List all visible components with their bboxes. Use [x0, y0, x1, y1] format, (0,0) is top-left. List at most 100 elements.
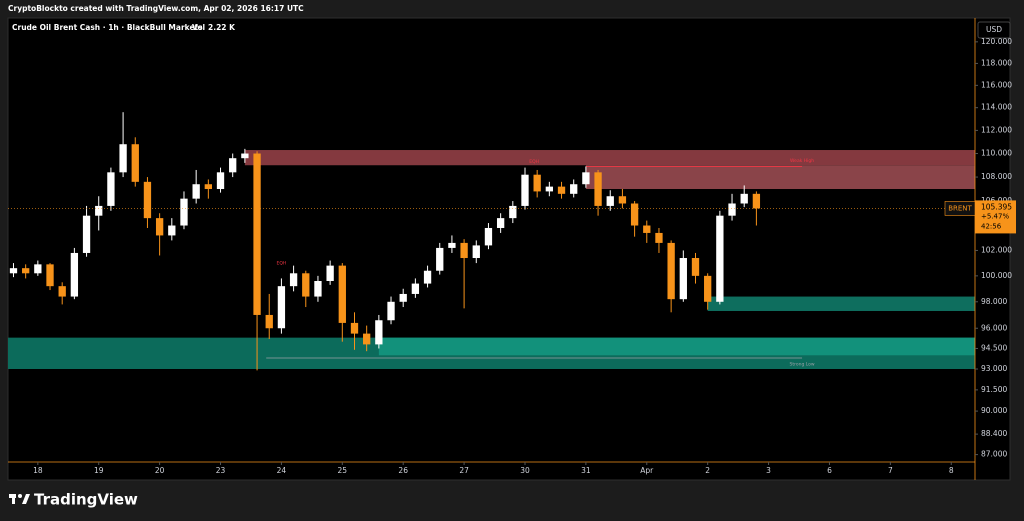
y-tick-label: 96.000 — [981, 323, 1007, 332]
candle-body — [229, 158, 237, 173]
candle-body — [34, 264, 42, 274]
symbol: BRENT — [948, 204, 972, 212]
x-tick-label: 19 — [94, 466, 104, 475]
currency-box[interactable] — [977, 21, 1011, 39]
y-tick-label: 100.000 — [981, 271, 1012, 280]
candle-body — [606, 196, 614, 206]
candle-body — [168, 225, 176, 236]
candle-body — [472, 245, 480, 259]
level-label: Strong Low — [789, 362, 814, 368]
candle-body — [643, 225, 651, 233]
candle-body — [265, 314, 273, 329]
credit: CryptoBlockto created with TradingView.c… — [8, 4, 304, 13]
y-tick-label: 94.500 — [981, 343, 1007, 352]
volume-value: 2.22 K — [208, 23, 236, 32]
candle-body — [752, 193, 761, 209]
annotation: EQH — [277, 261, 287, 267]
candle-body — [704, 275, 712, 302]
candle-body — [570, 184, 578, 194]
candle-body — [691, 258, 700, 276]
candle-body — [253, 153, 261, 315]
candle-body — [655, 232, 663, 243]
y-tick-label: 116.000 — [981, 80, 1012, 89]
zone — [244, 150, 975, 166]
x-tick-label: 18 — [33, 466, 43, 475]
candle-body — [314, 281, 322, 297]
candle-body — [594, 172, 602, 206]
candle-body — [82, 215, 91, 253]
candle-body — [155, 218, 164, 236]
x-tick-label: 24 — [277, 466, 287, 475]
annotation: EQH — [529, 159, 539, 165]
candle-body — [679, 258, 687, 300]
price-tag — [975, 200, 1016, 234]
candle-body — [289, 273, 298, 287]
logo-part — [18, 494, 22, 498]
candle-body — [582, 172, 590, 185]
y-tick-label: 118.000 — [981, 58, 1012, 67]
x-tick-label: 3 — [766, 466, 771, 475]
x-tick-label: 31 — [581, 466, 591, 475]
x-tick-label: 30 — [520, 466, 530, 475]
candle-body — [423, 270, 432, 284]
zone — [707, 296, 975, 311]
brand: TradingView — [34, 491, 138, 509]
x-tick-label: 23 — [216, 466, 226, 475]
x-tick-label: 2 — [705, 466, 710, 475]
candle-body — [496, 218, 505, 228]
candle-body — [460, 242, 468, 259]
x-tick-label: Apr — [640, 466, 654, 475]
candle-body — [557, 186, 566, 194]
candle-body — [70, 252, 79, 297]
currency[interactable]: USD — [986, 25, 1002, 34]
chart-title: Crude Oil Brent Cash · 1h · BlackBull Ma… — [12, 23, 203, 32]
candle-body — [107, 172, 115, 206]
candle-body — [216, 172, 225, 190]
candle-body — [338, 265, 346, 323]
countdown: 42:56 — [981, 222, 1002, 230]
candle-body — [95, 205, 103, 216]
candle-body — [740, 193, 748, 204]
y-tick-label: 120.000 — [981, 37, 1012, 46]
candle-body — [509, 205, 517, 219]
candle-body — [436, 247, 444, 271]
candle-body — [630, 203, 639, 226]
x-tick-label: 20 — [155, 466, 165, 475]
x-tick-label: 26 — [398, 466, 408, 475]
y-tick-label: 110.000 — [981, 149, 1012, 158]
x-tick-label: 25 — [338, 466, 348, 475]
x-tick-label: 27 — [459, 466, 469, 475]
candle-body — [521, 174, 529, 206]
y-tick-label: 114.000 — [981, 103, 1012, 112]
candle-body — [363, 333, 371, 345]
candle-body — [350, 322, 359, 334]
logo-part — [22, 494, 30, 504]
candle-body — [204, 184, 212, 190]
candle-body — [277, 286, 286, 329]
zone — [585, 165, 975, 190]
y-tick-label: 102.000 — [981, 245, 1012, 254]
candle-body — [192, 184, 200, 199]
candle-body — [58, 286, 66, 297]
candle-body — [326, 265, 334, 282]
x-tick-label: 8 — [949, 466, 954, 475]
x-tick-label: 7 — [888, 466, 893, 475]
candle-body — [533, 174, 541, 192]
candle-body — [119, 144, 127, 173]
y-tick-label: 90.000 — [981, 406, 1007, 415]
volume-label: Vol — [192, 23, 205, 32]
candle-body — [411, 283, 420, 294]
y-tick-label: 91.500 — [981, 385, 1007, 394]
y-tick-label: 112.000 — [981, 125, 1012, 134]
candle-body — [399, 293, 407, 302]
candle-body — [545, 186, 554, 192]
tv-logo — [9, 494, 30, 504]
candle-body — [728, 203, 736, 216]
logo-part — [12, 494, 15, 504]
x-tick-label: 6 — [827, 466, 832, 475]
change-pct: +5.47% — [981, 212, 1009, 220]
candle-body — [618, 196, 627, 204]
y-tick-label: 87.000 — [981, 450, 1007, 459]
last-price: 105.395 — [981, 202, 1012, 211]
